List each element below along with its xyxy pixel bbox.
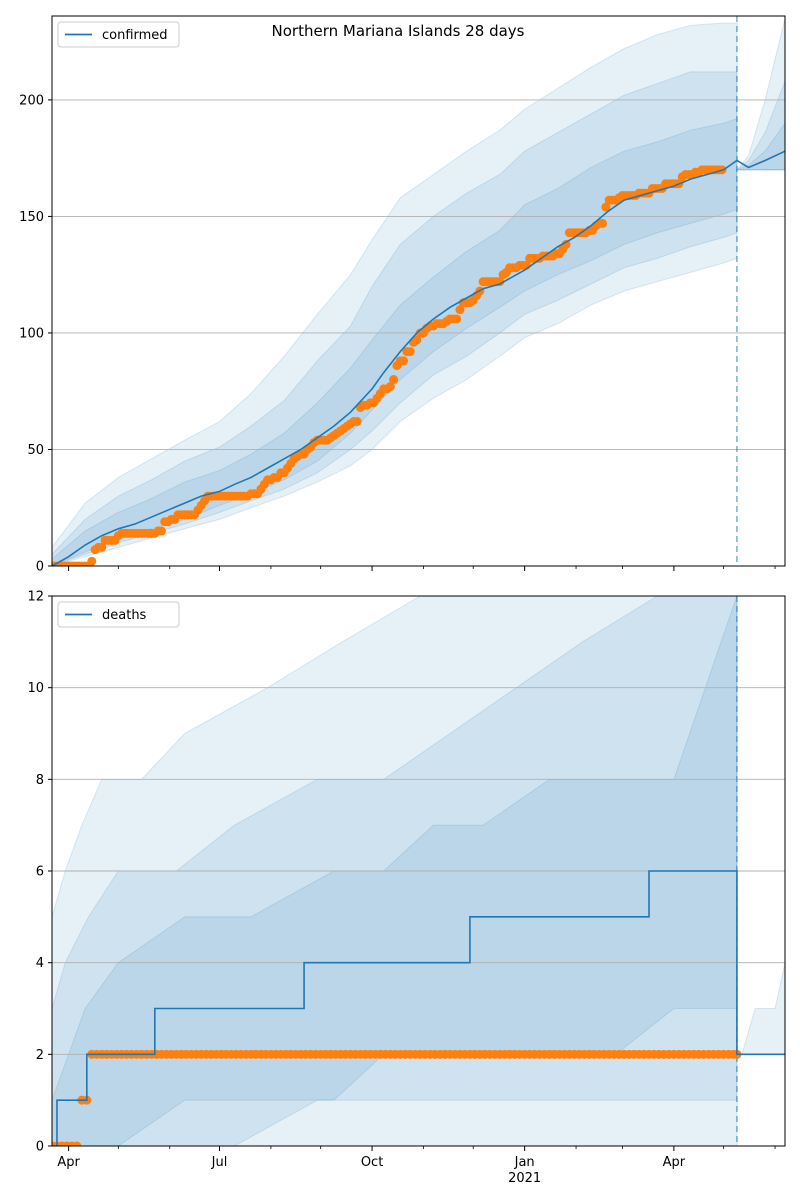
- x-tick-label: Apr: [57, 1155, 80, 1170]
- observed-point: [389, 375, 399, 385]
- y-tick-label: 50: [27, 443, 44, 458]
- y-tick-label: 8: [36, 773, 44, 788]
- legend-box: [57, 21, 180, 48]
- legend: deaths: [57, 601, 180, 628]
- plot-area: [52, 16, 785, 566]
- plot-area: [52, 596, 785, 1146]
- series-line-confirmed: [52, 150, 785, 566]
- y-tick-label: 100: [19, 326, 44, 341]
- y-tick-label: 6: [36, 865, 44, 880]
- deaths-panel: 0 2 4 6 8 10 12 Apr Jul Oct Jan Apr 2021 deaths: [27, 590, 786, 1186]
- figure-title: Northern Mariana Islands 28 days: [272, 22, 525, 40]
- confirmed-panel: 0 50 100 150 200 confirmed: [19, 15, 786, 575]
- y-tick-label: 12: [27, 590, 44, 605]
- axes-frame: [51, 15, 786, 567]
- legend: confirmed: [57, 21, 180, 48]
- observed-point: [405, 347, 415, 357]
- observed-point: [561, 239, 571, 249]
- series-line-deaths: [52, 870, 785, 1146]
- y-tick-label: 0: [36, 560, 44, 575]
- legend-box: [57, 601, 180, 628]
- y-tick-label: 2: [36, 1048, 44, 1063]
- uncertainty-band-4: [735, 81, 785, 171]
- observed-point: [97, 542, 107, 552]
- observed-point: [455, 305, 465, 315]
- observed-point: [87, 556, 97, 566]
- observed-point: [452, 314, 462, 324]
- observed-point: [399, 356, 409, 366]
- observed-point: [412, 335, 422, 345]
- observed-point: [352, 417, 362, 427]
- legend-label: confirmed: [102, 28, 168, 43]
- legend-label: deaths: [102, 608, 147, 623]
- y-tick-label: 10: [27, 681, 44, 696]
- x-tick-label: Jul: [211, 1155, 228, 1170]
- uncertainty-band-5: [736, 122, 785, 171]
- observed-point: [72, 1141, 82, 1146]
- y-tick-label: 0: [36, 1140, 44, 1155]
- x-tick-label: Jan: [514, 1155, 535, 1170]
- observed-point: [598, 218, 608, 228]
- y-tick-label: 150: [19, 210, 44, 225]
- y-tick-label: 200: [19, 93, 44, 108]
- observed-point: [601, 202, 611, 212]
- observed-point: [385, 382, 395, 392]
- uncertainty-band-1: [52, 71, 738, 566]
- observed-point: [156, 526, 166, 536]
- x-tick-label: Oct: [361, 1155, 383, 1170]
- y-tick-label: 4: [36, 956, 44, 971]
- uncertainty-band-3: [735, 18, 785, 171]
- x-tick-label: Apr: [663, 1155, 686, 1170]
- x-year-label: 2021: [508, 1171, 541, 1186]
